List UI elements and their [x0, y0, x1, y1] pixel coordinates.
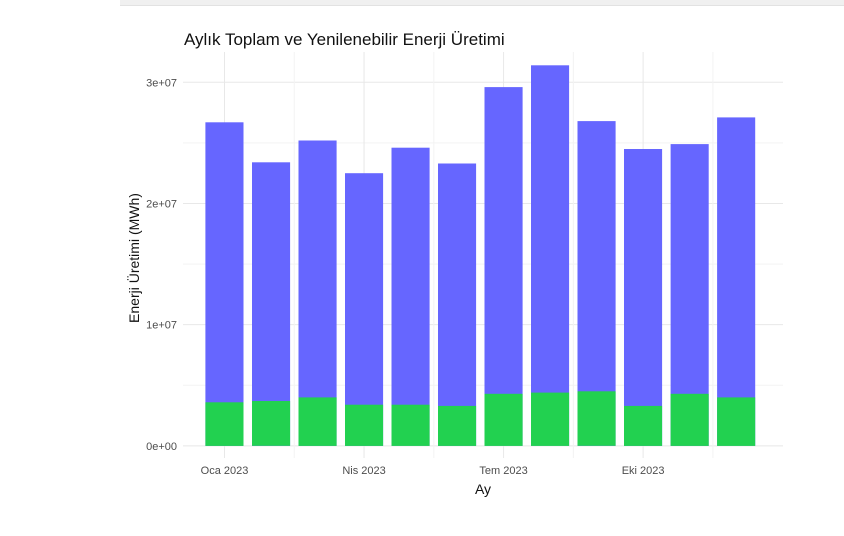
x-axis-label: Ay — [475, 481, 491, 497]
y-axis-label: Enerji Üretimi (MWh) — [125, 193, 142, 323]
bar-total — [717, 117, 756, 446]
top-strip — [120, 0, 844, 6]
x-tick-label: Nis 2023 — [342, 465, 385, 477]
bar-total — [391, 147, 430, 446]
y-tick-label: 3e+07 — [146, 77, 177, 89]
bar-renewable — [252, 401, 291, 446]
x-axis-ticks: Oca 2023 Nis 2023 Tem 2023 Eki 2023 — [201, 465, 665, 477]
bar-total — [345, 173, 384, 446]
bar-total — [252, 162, 291, 446]
bar-total — [484, 87, 523, 446]
bar-total — [438, 163, 477, 446]
bars — [205, 65, 756, 446]
bar-renewable — [717, 397, 756, 446]
bar-renewable — [484, 393, 523, 446]
y-tick-label: 1e+07 — [146, 320, 177, 332]
bar-renewable — [205, 402, 244, 446]
bar-renewable — [531, 392, 570, 446]
bar-renewable — [391, 404, 430, 446]
y-tick-label: 2e+07 — [146, 198, 177, 210]
bar-renewable — [670, 393, 709, 446]
bar-renewable — [577, 391, 616, 446]
bar-total — [205, 122, 244, 446]
bar-renewable — [438, 405, 477, 446]
bar-total — [531, 65, 570, 446]
y-tick-label: 0e+00 — [146, 441, 177, 453]
chart-title: Aylık Toplam ve Yenilenebilir Enerji Üre… — [184, 30, 505, 49]
bar-renewable — [298, 397, 337, 446]
bar-total — [624, 149, 663, 446]
y-axis-ticks: 0e+00 1e+07 2e+07 3e+07 — [146, 77, 177, 453]
bar-renewable — [624, 405, 663, 446]
bar-renewable — [345, 404, 384, 446]
x-tick-label: Tem 2023 — [479, 465, 527, 477]
x-tick-label: Oca 2023 — [201, 465, 249, 477]
bar-total — [298, 140, 337, 446]
x-tick-label: Eki 2023 — [622, 465, 665, 477]
